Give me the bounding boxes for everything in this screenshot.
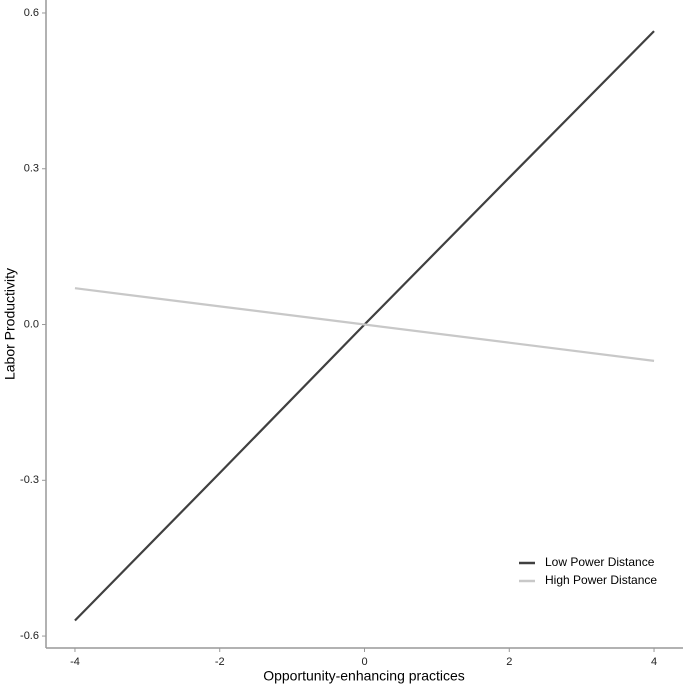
y-axis-title: Labor Productivity	[2, 268, 18, 380]
x-tick-label: -4	[70, 656, 80, 668]
legend-label: Low Power Distance	[545, 555, 655, 569]
x-tick-label: 2	[506, 656, 512, 668]
y-tick-label: -0.3	[20, 474, 39, 486]
y-tick-label: 0.0	[24, 318, 39, 330]
series-line	[74, 287, 655, 362]
legend-label: High Power Distance	[545, 573, 657, 587]
y-tick-label: 0.6	[24, 7, 39, 19]
x-tick-label: 4	[651, 656, 657, 668]
x-tick-label: 0	[361, 656, 367, 668]
y-tick-label: 0.3	[24, 163, 39, 175]
series-line	[74, 30, 655, 622]
x-axis-title: Opportunity-enhancing practices	[263, 668, 465, 684]
x-tick-label: -2	[215, 656, 225, 668]
y-tick-label: -0.6	[20, 630, 39, 642]
